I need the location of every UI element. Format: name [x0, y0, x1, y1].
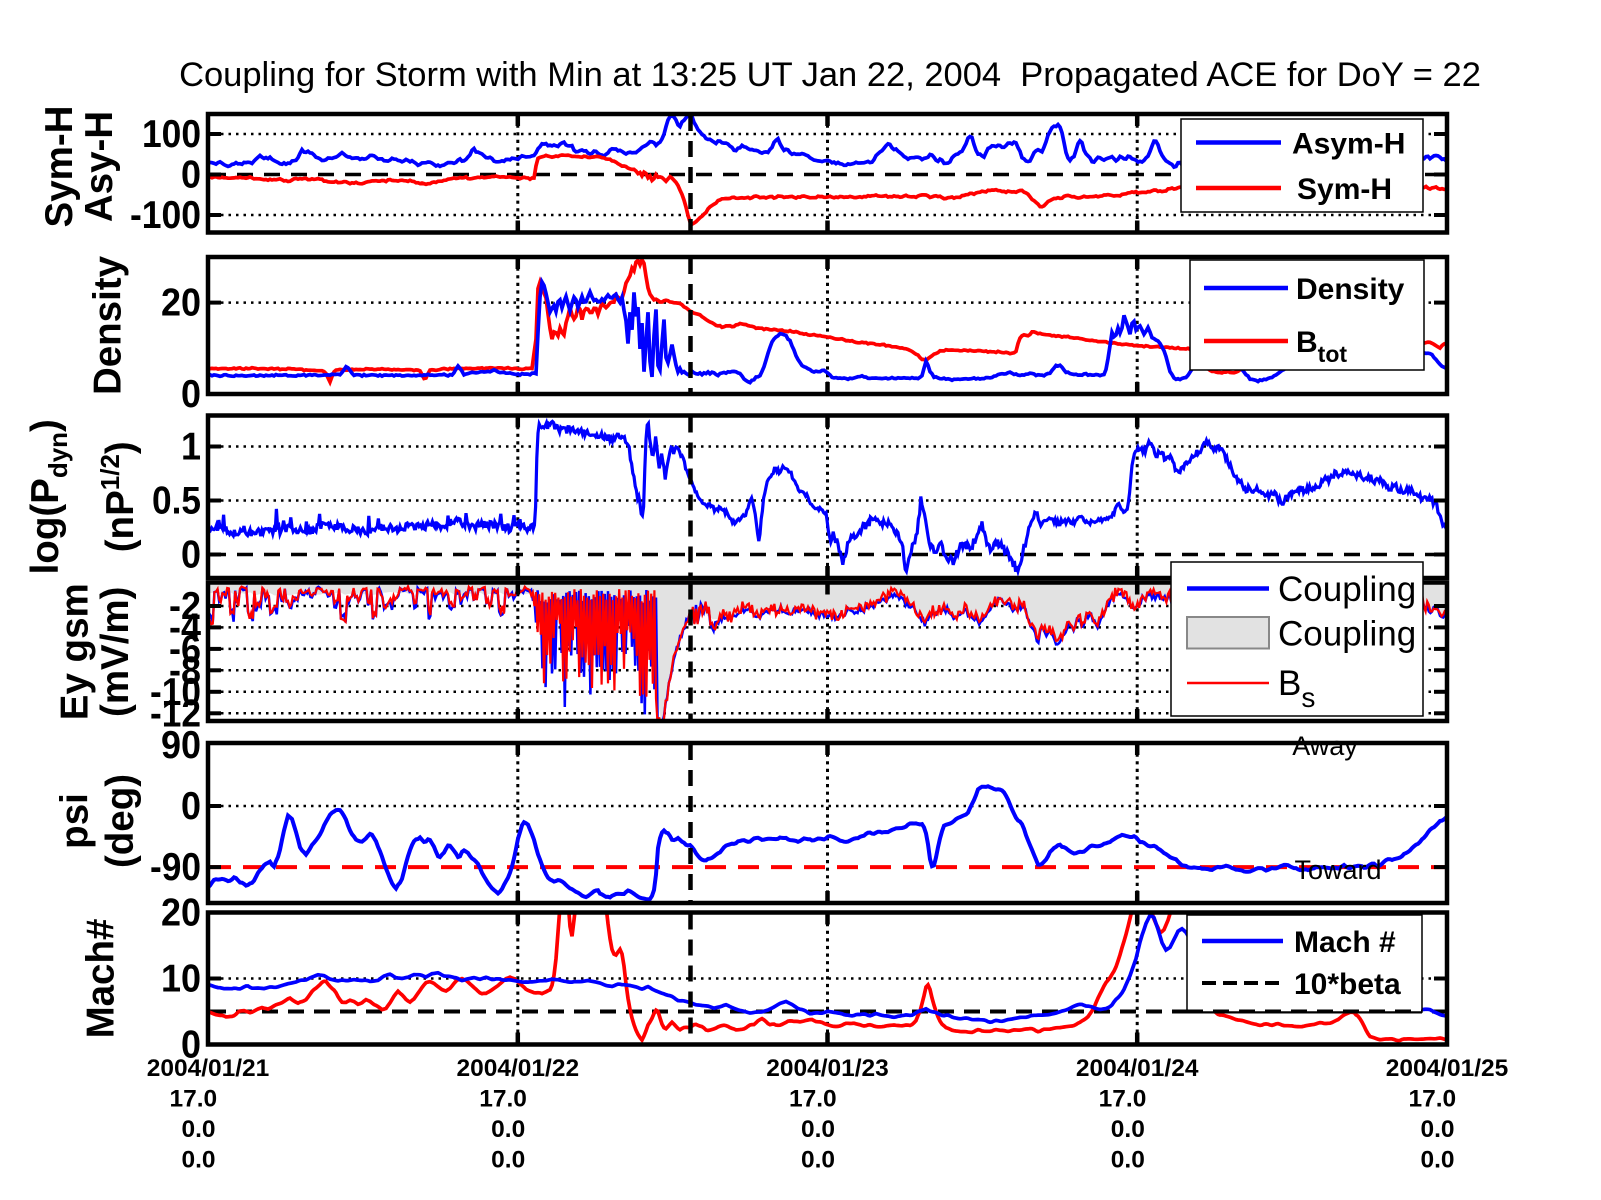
- svg-text:-90: -90: [150, 846, 201, 889]
- svg-text:-6: -6: [169, 628, 201, 671]
- svg-text:Toward: Toward: [1294, 855, 1381, 885]
- svg-text:2004/01/25: 2004/01/25: [1386, 1055, 1509, 1082]
- svg-text:2004/01/24: 2004/01/24: [1076, 1055, 1199, 1082]
- svg-text:Coupling for Storm with Min at: Coupling for Storm with Min at 13:25 UT …: [179, 56, 1481, 94]
- svg-text:90: 90: [161, 724, 201, 767]
- svg-text:Coupling: Coupling: [1278, 615, 1416, 654]
- svg-text:(mV/m): (mV/m): [94, 587, 137, 717]
- svg-text:0: 0: [181, 534, 201, 577]
- svg-text:Density: Density: [1296, 273, 1405, 306]
- svg-text:0.0: 0.0: [801, 1116, 835, 1143]
- svg-text:-10: -10: [150, 671, 201, 714]
- svg-text:Ey gsm: Ey gsm: [54, 583, 97, 720]
- svg-text:2004/01/21: 2004/01/21: [147, 1055, 270, 1082]
- svg-text:Sym-H: Sym-H: [38, 106, 81, 228]
- svg-text:20: 20: [161, 892, 201, 935]
- svg-text:0.0: 0.0: [1420, 1147, 1454, 1174]
- svg-text:17.0: 17.0: [1099, 1086, 1147, 1113]
- svg-text:0.0: 0.0: [181, 1116, 215, 1143]
- svg-text:0.0: 0.0: [181, 1147, 215, 1174]
- svg-text:0.0: 0.0: [1420, 1116, 1454, 1143]
- svg-text:-2: -2: [169, 585, 201, 628]
- svg-text:0: 0: [181, 785, 201, 828]
- svg-text:100: 100: [142, 113, 201, 156]
- svg-text:1: 1: [181, 426, 201, 469]
- svg-text:Mach #: Mach #: [1294, 926, 1396, 959]
- svg-text:0: 0: [181, 1024, 201, 1067]
- svg-text:Sym-H: Sym-H: [1297, 173, 1392, 206]
- svg-text:0.0: 0.0: [1111, 1116, 1145, 1143]
- svg-text:10: 10: [161, 958, 201, 1001]
- svg-text:Away: Away: [1292, 731, 1358, 761]
- svg-text:17.0: 17.0: [789, 1086, 837, 1113]
- svg-text:-4: -4: [169, 606, 202, 649]
- svg-text:17.0: 17.0: [169, 1086, 217, 1113]
- svg-text:Coupling: Coupling: [1278, 570, 1416, 609]
- svg-text:(deg): (deg): [99, 774, 142, 868]
- svg-text:-8: -8: [169, 649, 201, 692]
- svg-text:0.0: 0.0: [801, 1147, 835, 1174]
- svg-text:0.0: 0.0: [1111, 1147, 1145, 1174]
- svg-text:0: 0: [181, 373, 201, 416]
- svg-text:17.0: 17.0: [1408, 1086, 1456, 1113]
- svg-text:20: 20: [161, 282, 201, 325]
- svg-text:Asy-H: Asy-H: [78, 111, 121, 222]
- svg-text:0.0: 0.0: [491, 1147, 525, 1174]
- svg-text:Mach#: Mach#: [80, 919, 123, 1039]
- svg-text:Density: Density: [87, 255, 130, 395]
- svg-text:-12: -12: [150, 692, 201, 735]
- svg-text:0: 0: [181, 154, 201, 197]
- svg-text:2004/01/22: 2004/01/22: [456, 1055, 579, 1082]
- svg-text:17.0: 17.0: [479, 1086, 527, 1113]
- svg-text:-100: -100: [130, 194, 201, 237]
- svg-text:10*beta: 10*beta: [1294, 968, 1401, 1001]
- svg-text:0.5: 0.5: [152, 480, 201, 523]
- svg-text:log(Pdyn): log(Pdyn): [24, 419, 73, 574]
- svg-text:psi: psi: [54, 793, 97, 849]
- svg-text:0.0: 0.0: [491, 1116, 525, 1143]
- svg-text:2004/01/23: 2004/01/23: [766, 1055, 889, 1082]
- svg-text:Asym-H: Asym-H: [1292, 128, 1405, 161]
